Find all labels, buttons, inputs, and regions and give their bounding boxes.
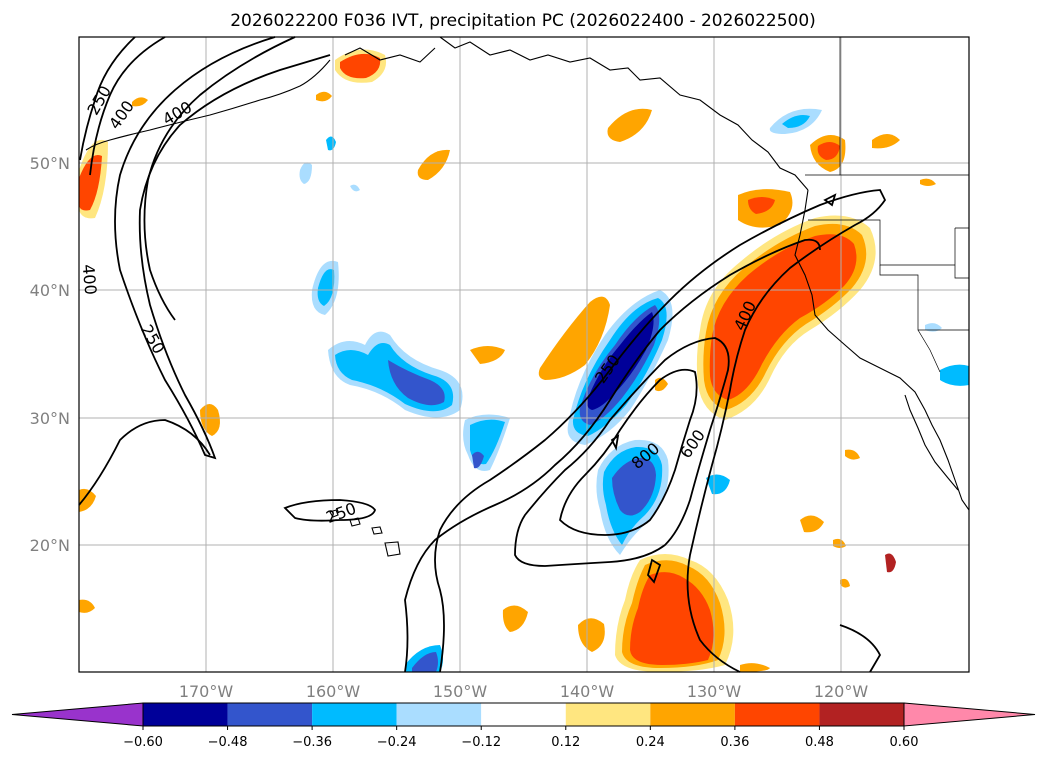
colorbar-segment <box>396 703 482 726</box>
graticule <box>79 37 969 672</box>
colorbar-segment <box>650 703 735 726</box>
colorbar-segment <box>734 703 820 726</box>
colorbar-tick-label: 0.12 <box>551 735 580 750</box>
political-borders <box>805 37 969 373</box>
colorbar-tick-label: 0.24 <box>636 735 665 750</box>
lon-label: 120°W <box>814 682 869 701</box>
colorbar-tick-label: −0.12 <box>461 735 501 750</box>
colorbar-segment <box>312 703 397 726</box>
coastlines <box>85 36 970 557</box>
lon-label: 170°W <box>179 682 234 701</box>
colorbar-tick-label: −0.60 <box>123 735 163 750</box>
colorbar-segment <box>227 703 313 726</box>
lon-label: 150°W <box>433 682 488 701</box>
map-background <box>79 37 969 672</box>
colorbar-extend-min <box>11 702 144 727</box>
map-frame <box>78 36 970 673</box>
colorbar-tick-label: 0.60 <box>890 735 919 750</box>
lon-label: 140°W <box>560 682 615 701</box>
colorbar-segment <box>565 703 651 726</box>
lat-label: 30°N <box>30 409 70 428</box>
colorbar: −0.60 −0.48 −0.36 −0.24 −0.12 0.12 0.24 0.36 0.4… <box>11 702 1036 750</box>
lat-label: 50°N <box>30 154 70 173</box>
lon-label: 160°W <box>306 682 361 701</box>
colorbar-outline <box>142 702 905 727</box>
colorbar-tick-label: −0.24 <box>377 735 417 750</box>
lat-label: 20°N <box>30 536 70 555</box>
colorbar-segment <box>819 703 904 726</box>
colorbar-tick-label: −0.36 <box>292 735 332 750</box>
lat-label: 40°N <box>30 281 70 300</box>
colorbar-tick-label: 0.36 <box>720 735 749 750</box>
colorbar-extend-max <box>903 702 1036 727</box>
colorbar-segment <box>481 703 566 726</box>
contour-label: 400 <box>79 263 101 295</box>
lon-label: 130°W <box>687 682 742 701</box>
map-panel: 250 400 400 400 250 250 250 800 600 400 <box>78 36 970 673</box>
ivt-contours <box>78 36 887 673</box>
colorbar-tick-label: 0.48 <box>805 735 834 750</box>
precip-shading <box>79 49 969 672</box>
lon-labels: 170°W 160°W 150°W 140°W 130°W 120°W <box>179 682 869 701</box>
colorbar-segment <box>143 703 228 726</box>
colorbar-tick-label: −0.48 <box>208 735 248 750</box>
lat-labels: 50°N 40°N 30°N 20°N <box>30 154 70 555</box>
map-title: 2026022200 F036 IVT, precipitation PC (2… <box>230 11 816 31</box>
